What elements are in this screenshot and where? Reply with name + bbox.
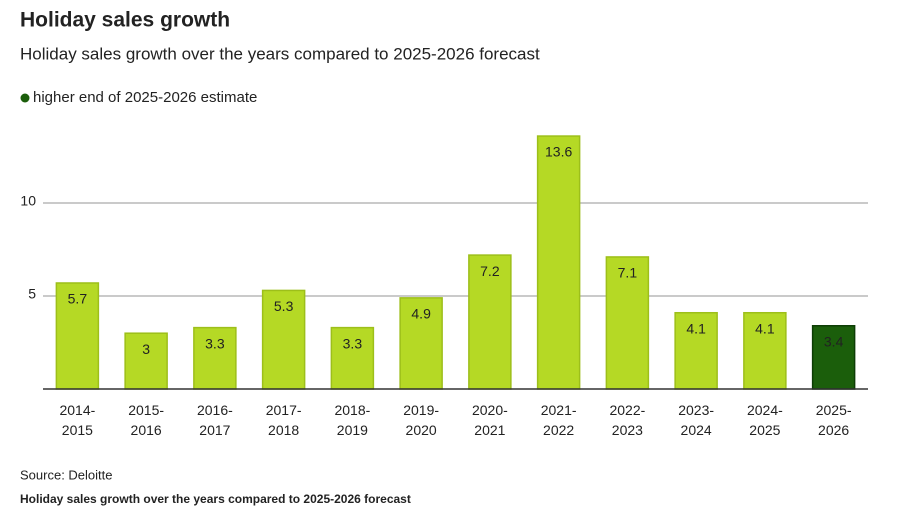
legend-label: higher end of 2025-2026 estimate (33, 89, 257, 106)
x-tick-label: 2024-2025 (747, 402, 783, 438)
bar (811, 325, 856, 390)
footnote: Holiday sales growth over the years comp… (20, 492, 411, 506)
x-tick-label: 2022-2023 (609, 402, 645, 438)
source: Source: Deloitte (20, 467, 113, 482)
y-tick-label: 10 (20, 193, 36, 209)
chart-subtitle: Holiday sales growth over the years comp… (20, 44, 540, 63)
bar (124, 332, 168, 390)
value-label: 7.1 (618, 265, 638, 281)
legend-swatch (20, 93, 30, 103)
value-label: 3 (142, 341, 150, 357)
bar (55, 282, 100, 390)
x-tick-label: 2016-2017 (197, 402, 233, 438)
value-label: 7.2 (480, 263, 500, 279)
x-tick-label: 2017-2018 (266, 402, 302, 438)
value-label: 13.6 (545, 144, 572, 160)
value-label: 4.1 (755, 320, 775, 336)
y-tick-label: 5 (28, 286, 36, 302)
bar (261, 289, 306, 390)
value-label: 5.3 (274, 298, 294, 314)
bar (193, 326, 237, 390)
x-tick-label: 2019-2020 (403, 402, 439, 438)
value-label: 5.7 (68, 291, 88, 307)
x-tick-label: 2015-2016 (128, 402, 164, 438)
value-label: 4.9 (411, 306, 431, 322)
bar (468, 254, 512, 390)
x-tick-label: 2023-2024 (678, 402, 714, 438)
chart-title: Holiday sales growth (20, 9, 230, 32)
bar (330, 326, 375, 390)
x-tick-label: 2025-2026 (816, 402, 852, 438)
value-label: 3.4 (824, 333, 844, 349)
bar (399, 297, 443, 390)
value-label: 4.1 (686, 320, 706, 336)
value-label: 3.3 (205, 335, 225, 351)
x-tick-label: 2021-2022 (541, 402, 577, 438)
x-tick-label: 2014-2015 (59, 402, 95, 438)
x-tick-label: 2020-2021 (472, 402, 508, 438)
x-tick-label: 2018-2019 (334, 402, 370, 438)
value-label: 3.3 (343, 335, 363, 351)
bar (536, 135, 581, 390)
